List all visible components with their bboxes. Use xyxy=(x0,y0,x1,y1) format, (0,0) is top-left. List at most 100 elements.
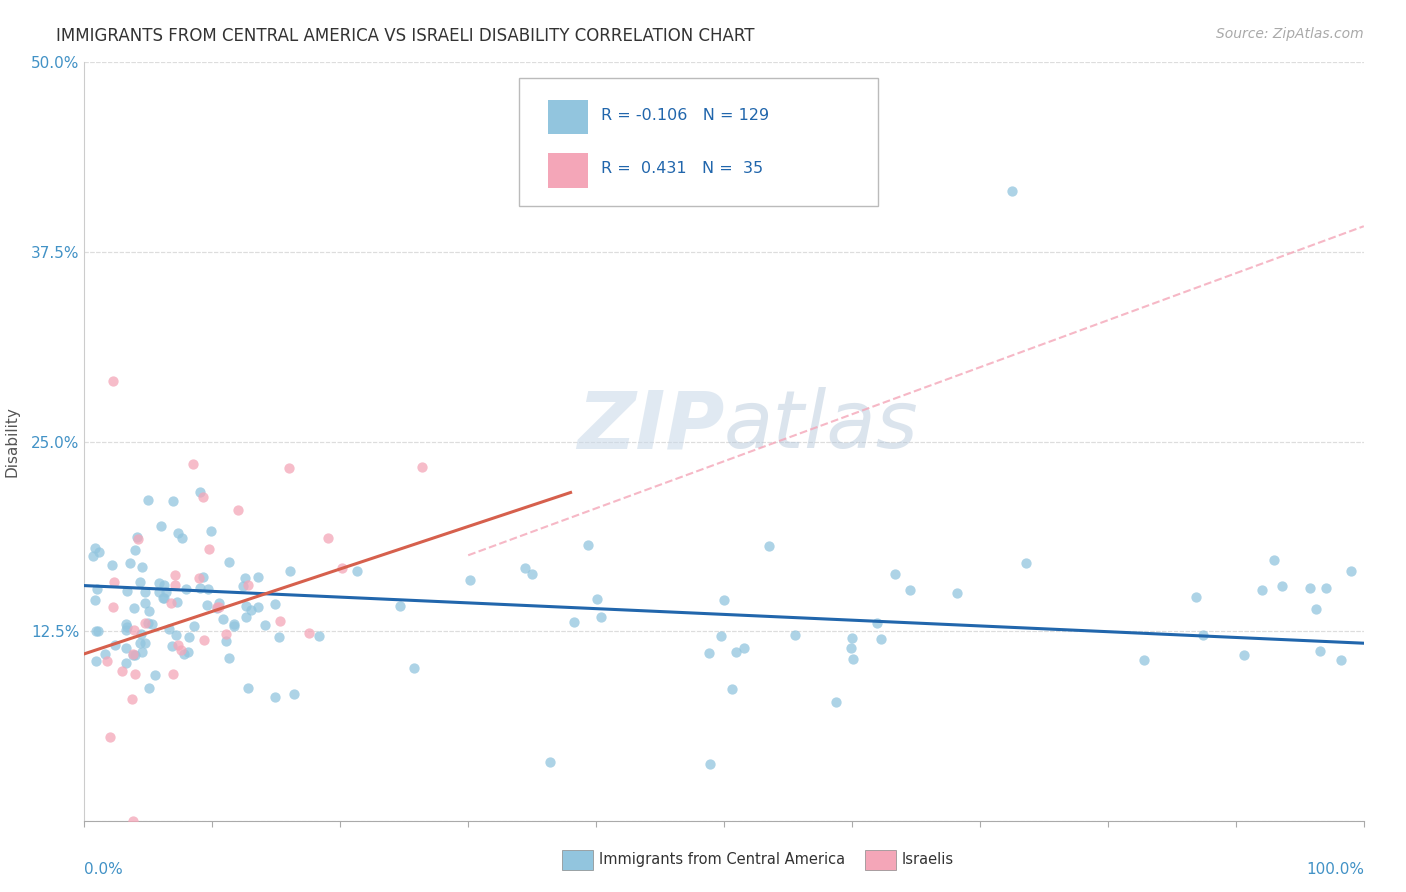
Point xyxy=(236,681,259,695)
Point xyxy=(115,620,138,634)
Point xyxy=(1250,583,1272,598)
Point xyxy=(389,599,412,613)
Point xyxy=(883,567,905,582)
Point xyxy=(101,558,124,573)
Point xyxy=(215,634,238,648)
Point xyxy=(222,618,245,632)
Point xyxy=(758,539,780,553)
FancyBboxPatch shape xyxy=(519,78,877,207)
Point xyxy=(152,591,174,605)
Point xyxy=(170,643,193,657)
Point xyxy=(124,648,146,663)
Point xyxy=(233,571,256,585)
Point xyxy=(346,565,368,579)
Point xyxy=(235,609,257,624)
Point xyxy=(183,618,205,632)
Point xyxy=(946,585,969,599)
Point xyxy=(82,549,104,564)
Point xyxy=(121,692,143,706)
Point xyxy=(239,603,262,617)
Point xyxy=(226,503,249,517)
Point xyxy=(160,596,183,610)
Point xyxy=(1191,628,1213,642)
Text: atlas: atlas xyxy=(724,387,920,466)
Point xyxy=(103,600,125,615)
Point xyxy=(238,578,260,592)
Point xyxy=(783,628,806,642)
Point xyxy=(131,560,153,574)
Point xyxy=(177,645,200,659)
Point xyxy=(84,654,107,668)
Point xyxy=(841,631,863,645)
Text: ZIP: ZIP xyxy=(576,387,724,466)
Point xyxy=(87,545,110,559)
Point xyxy=(165,628,187,642)
Point xyxy=(143,668,166,682)
Point xyxy=(117,584,139,599)
Point xyxy=(308,629,330,643)
Point xyxy=(205,600,228,615)
Text: R = -0.106   N = 129: R = -0.106 N = 129 xyxy=(602,108,769,123)
Point xyxy=(218,555,240,569)
Point xyxy=(149,518,172,533)
Point xyxy=(283,687,305,701)
Point xyxy=(162,667,184,681)
Point xyxy=(402,661,425,675)
Point xyxy=(115,641,138,656)
Point xyxy=(101,374,124,388)
Point xyxy=(134,635,156,649)
Point xyxy=(87,624,110,638)
Point xyxy=(84,593,107,607)
Point xyxy=(96,654,118,668)
Point xyxy=(222,616,245,631)
Point xyxy=(124,601,146,615)
Point xyxy=(167,526,190,541)
Point xyxy=(720,682,742,697)
Point xyxy=(188,571,211,585)
Point xyxy=(724,645,747,659)
Point xyxy=(841,640,863,655)
Point xyxy=(200,524,222,538)
Point xyxy=(247,570,270,584)
Point xyxy=(1315,581,1337,595)
Point xyxy=(330,561,353,575)
Point xyxy=(208,596,231,610)
Point xyxy=(269,614,291,628)
Point xyxy=(138,604,160,618)
Point xyxy=(298,625,321,640)
Point xyxy=(179,630,201,644)
Point xyxy=(134,596,156,610)
Point xyxy=(1233,648,1256,662)
Point xyxy=(122,624,145,638)
Point xyxy=(127,533,149,547)
Point xyxy=(538,756,561,770)
Point xyxy=(155,585,177,599)
Point xyxy=(115,617,138,632)
Text: Immigrants from Central America: Immigrants from Central America xyxy=(599,853,845,867)
Point xyxy=(124,542,146,557)
Point xyxy=(269,630,291,644)
Point xyxy=(522,567,544,582)
Point xyxy=(697,646,720,660)
Point xyxy=(1309,644,1331,658)
Point xyxy=(103,575,125,590)
Point xyxy=(198,542,221,557)
Point xyxy=(121,648,143,663)
Point xyxy=(129,626,152,640)
Text: 100.0%: 100.0% xyxy=(1306,863,1364,878)
Point xyxy=(214,627,236,641)
Point xyxy=(191,569,214,583)
Point xyxy=(458,573,481,587)
Point xyxy=(127,530,149,544)
Point xyxy=(84,541,107,555)
Point xyxy=(218,650,240,665)
Point xyxy=(1299,581,1322,595)
Point xyxy=(181,457,204,471)
Point xyxy=(160,639,183,653)
Point xyxy=(1330,653,1353,667)
Point xyxy=(710,629,733,643)
Point xyxy=(1015,556,1038,570)
Point xyxy=(111,665,134,679)
Point xyxy=(174,582,197,597)
Point xyxy=(263,597,285,611)
